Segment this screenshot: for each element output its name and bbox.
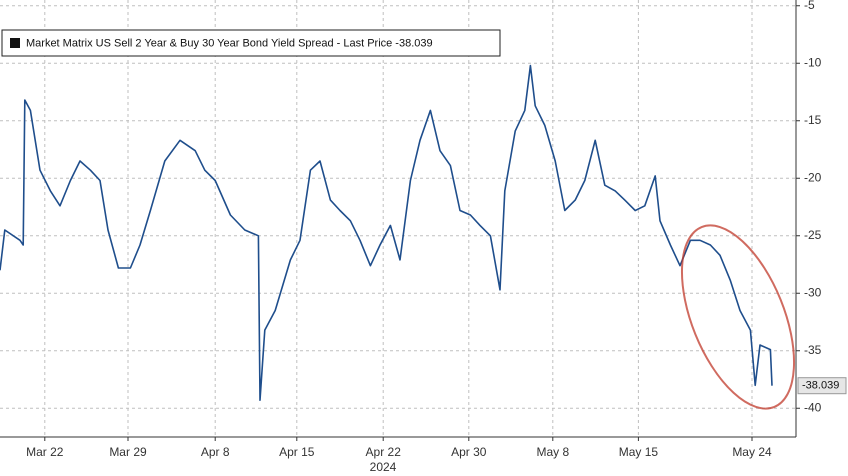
x-tick-label: Mar 22 <box>26 445 64 459</box>
y-tick-label: -20 <box>804 170 822 184</box>
last-price-box <box>797 377 847 395</box>
last-price-label: -38.039 <box>802 380 839 392</box>
x-tick-label: May 8 <box>536 445 569 459</box>
grid <box>0 0 796 437</box>
x-tick-label: Apr 8 <box>201 445 230 459</box>
y-tick-label: -15 <box>804 113 822 127</box>
legend: Market Matrix US Sell 2 Year & Buy 30 Ye… <box>1 29 501 57</box>
x-tick-label: May 24 <box>732 445 772 459</box>
legend-swatch <box>10 38 20 48</box>
x-tick-label: May 15 <box>619 445 659 459</box>
y-tick-label: -40 <box>804 400 822 414</box>
legend-box <box>1 29 501 57</box>
x-tick-label: Apr 22 <box>366 445 402 459</box>
y-tick-label: -35 <box>804 343 822 357</box>
y-tick-label: -5 <box>804 0 815 12</box>
plot <box>0 64 773 401</box>
x-axis-label: 2024 <box>370 460 397 474</box>
highlight-ellipse <box>680 224 796 410</box>
x-tick-label: Apr 15 <box>279 445 315 459</box>
legend-label: Market Matrix US Sell 2 Year & Buy 30 Ye… <box>26 37 433 49</box>
x-tick-label: Apr 30 <box>451 445 487 459</box>
y-tick-label: -25 <box>804 228 822 242</box>
y-tick-label: -30 <box>804 285 822 299</box>
y-tick-label: -10 <box>804 55 822 69</box>
series-line <box>0 64 773 401</box>
x-tick-label: Mar 29 <box>109 445 147 459</box>
